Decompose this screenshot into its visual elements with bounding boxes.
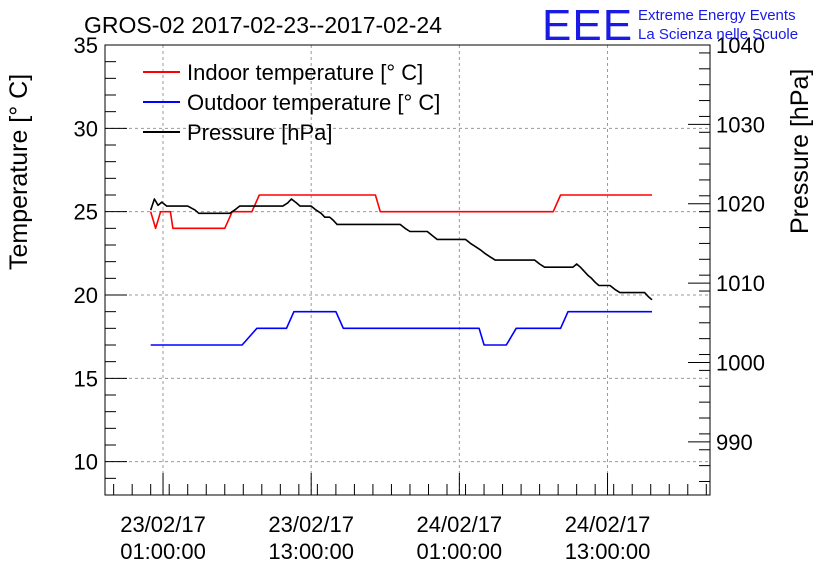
x-tick-label-date: 24/02/17	[565, 512, 651, 537]
legend-label-outdoor: Outdoor temperature [° C]	[187, 90, 440, 115]
x-tick-label-time: 13:00:00	[268, 539, 354, 564]
y2-tick-label: 1010	[716, 271, 765, 296]
series-line-pressure	[149, 198, 653, 301]
y-tick-label: 15	[74, 366, 98, 391]
eee-logo-line1: Extreme Energy Events	[638, 7, 796, 24]
y-tick-label: 35	[74, 33, 98, 58]
x-tick-label-date: 24/02/17	[417, 512, 503, 537]
series-layer	[149, 194, 653, 346]
plot-frame	[104, 44, 711, 496]
legend-label-indoor: Indoor temperature [° C]	[187, 60, 423, 85]
x-tick-label-date: 23/02/17	[268, 512, 354, 537]
chart-title: GROS-02 2017-02-23--2017-02-24	[84, 12, 442, 38]
eee-logo-mark: EEE	[542, 1, 633, 50]
series-line-outdoor	[150, 310, 652, 346]
x-tick-label-date: 23/02/17	[120, 512, 206, 537]
y2-axis-label: Pressure [hPa]	[786, 69, 814, 234]
y-axis-label: Temperature [° C]	[5, 74, 33, 270]
eee-logo: EEE Extreme Energy Events La Scienza nel…	[542, 1, 798, 50]
x-tick-label-time: 01:00:00	[417, 539, 503, 564]
legend: Indoor temperature [° C] Outdoor tempera…	[143, 60, 440, 145]
axes-layer: 10 15 20 25 30 35 990 1000 1010 1020 1030 1040 23/02…	[74, 33, 765, 564]
x-tick-label-time: 01:00:00	[120, 539, 206, 564]
y2-tick-label: 1030	[716, 112, 765, 137]
legend-label-pressure: Pressure [hPa]	[187, 120, 333, 145]
y2-tick-label: 1020	[716, 192, 765, 217]
y2-tick-label: 1040	[716, 33, 765, 58]
y2-tick-label: 1000	[716, 350, 765, 375]
series-line-indoor	[149, 194, 652, 230]
x-tick-label-time: 13:00:00	[565, 539, 651, 564]
y2-tick-label: 990	[716, 430, 753, 455]
eee-logo-line2: La Scienza nelle Scuole	[638, 26, 798, 43]
y-tick-label: 25	[74, 200, 98, 225]
y-tick-label: 20	[74, 283, 98, 308]
y-tick-label: 30	[74, 116, 98, 141]
y-tick-label: 10	[74, 450, 98, 475]
